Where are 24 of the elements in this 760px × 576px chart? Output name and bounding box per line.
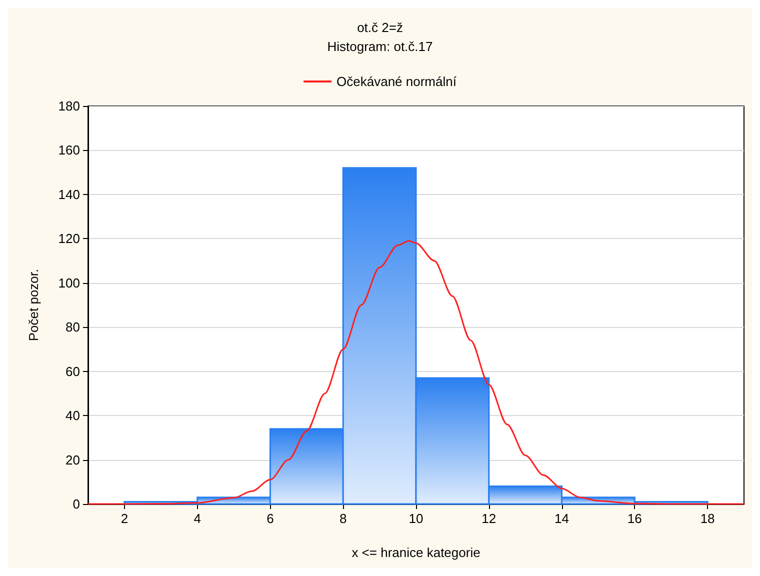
x-tick-label: 2 xyxy=(120,511,128,526)
y-axis-title: Počet pozor. xyxy=(26,268,41,342)
y-tick-label: 120 xyxy=(58,231,80,246)
x-tick-label: 6 xyxy=(266,511,274,526)
x-tick-label: 18 xyxy=(700,511,715,526)
y-tick-label: 0 xyxy=(72,496,80,512)
x-tick-label: 12 xyxy=(482,511,496,526)
y-tick-label: 140 xyxy=(58,186,80,202)
y-tick-label: 20 xyxy=(66,452,80,468)
y-tick-label: 180 xyxy=(58,98,80,114)
chart-subtitle: Histogram: ot.č.17 xyxy=(327,39,433,54)
y-tick-label: 160 xyxy=(58,142,80,158)
chart-title: ot.č 2=ž xyxy=(357,20,403,35)
x-tick-label: 4 xyxy=(194,511,201,526)
y-tick-label: 40 xyxy=(66,408,80,424)
y-tick-label: 80 xyxy=(66,320,80,335)
x-tick-label: 14 xyxy=(554,511,570,526)
y-tick-label: 60 xyxy=(66,364,80,379)
y-tick-label: 100 xyxy=(58,275,80,290)
x-tick-label: 16 xyxy=(627,511,642,526)
x-axis-title: x <= hranice kategorie xyxy=(352,545,480,560)
x-tick-label: 8 xyxy=(339,511,347,526)
x-tick-label: 10 xyxy=(408,511,424,526)
legend-label: Očekávané normální xyxy=(336,74,457,89)
